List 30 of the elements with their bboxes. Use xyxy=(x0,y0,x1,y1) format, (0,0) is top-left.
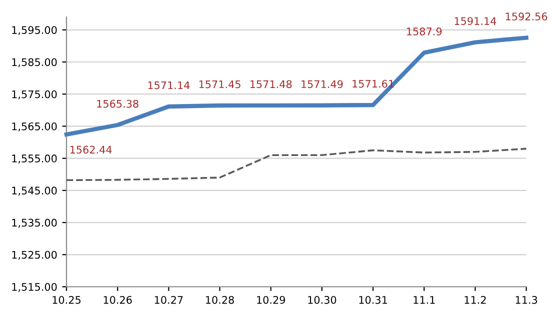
x-tick-label: 10.27 xyxy=(154,296,183,304)
y-tick-label: 1,535.00 xyxy=(12,218,57,228)
x-tick-label: 10.26 xyxy=(104,296,132,304)
y-tick-label: 1,565.00 xyxy=(12,122,57,132)
y-tick-label: 1,525.00 xyxy=(12,250,57,260)
x-tick-label: 11.1 xyxy=(414,296,435,304)
y-tick-label: 1,555.00 xyxy=(12,154,57,164)
data-label: 1571.45 xyxy=(199,80,240,88)
data-label: 1562.44 xyxy=(70,146,112,154)
data-label: 1591.14 xyxy=(454,17,496,25)
line-series xyxy=(66,148,528,182)
y-tick-label: 1,575.00 xyxy=(12,90,57,100)
x-tick-label: 10.25 xyxy=(52,296,80,304)
x-tick-label: 10.31 xyxy=(359,296,387,304)
x-tick-label: 10.29 xyxy=(257,296,286,304)
data-label: 1587.9 xyxy=(407,28,442,36)
y-tick-label: 1,595.00 xyxy=(12,26,57,36)
data-label: 1592.56 xyxy=(506,12,548,20)
x-tick-label: 11.2 xyxy=(464,296,486,304)
data-label: 1571.14 xyxy=(148,81,190,90)
y-tick-label: 1,515.00 xyxy=(12,282,57,292)
data-label: 1565.38 xyxy=(97,100,138,108)
x-tick-label: 11.3 xyxy=(516,296,538,304)
y-tick-label: 1,585.00 xyxy=(12,58,57,68)
x-tick-label: 10.30 xyxy=(308,296,336,304)
data-label: 1571.48 xyxy=(250,80,292,88)
line-series xyxy=(64,36,528,137)
x-tick-label: 10.28 xyxy=(206,296,234,304)
data-label: 1571.49 xyxy=(302,80,343,88)
y-tick-label: 1,545.00 xyxy=(12,186,57,196)
